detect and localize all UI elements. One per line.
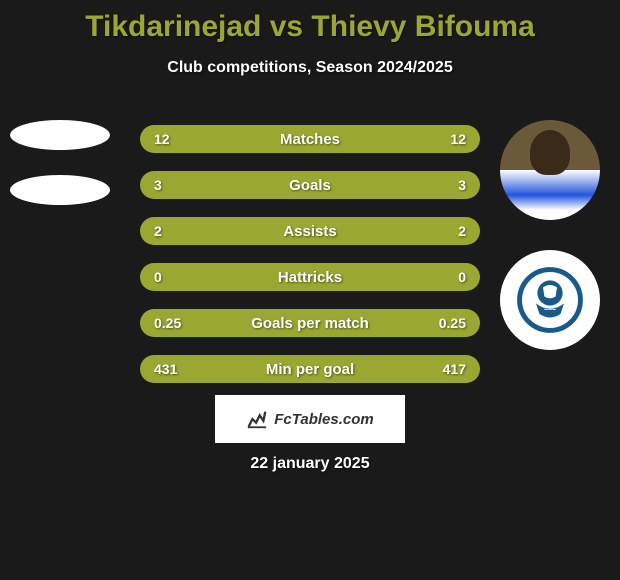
stat-right-value: 3 bbox=[458, 177, 466, 193]
stat-right-value: 0 bbox=[458, 269, 466, 285]
stat-label: Assists bbox=[283, 223, 336, 240]
stat-label: Matches bbox=[280, 131, 340, 148]
stat-left-value: 0 bbox=[154, 269, 162, 285]
player2-avatar bbox=[500, 120, 600, 220]
stat-row: 2 Assists 2 bbox=[140, 217, 480, 245]
stats-table: 12 Matches 12 3 Goals 3 2 Assists 2 0 Ha… bbox=[140, 125, 480, 401]
stat-right-value: 0.25 bbox=[439, 315, 466, 331]
stat-row: 12 Matches 12 bbox=[140, 125, 480, 153]
stat-label: Goals per match bbox=[251, 315, 369, 332]
stat-row: 0 Hattricks 0 bbox=[140, 263, 480, 291]
subtitle: Club competitions, Season 2024/2025 bbox=[0, 59, 620, 77]
svg-text:~~~: ~~~ bbox=[544, 307, 556, 314]
date-label: 22 january 2025 bbox=[250, 455, 369, 473]
stat-right-value: 417 bbox=[443, 361, 466, 377]
stat-right-value: 2 bbox=[458, 223, 466, 239]
stat-row: 3 Goals 3 bbox=[140, 171, 480, 199]
source-label: FcTables.com bbox=[274, 411, 373, 428]
player1-avatar-placeholder bbox=[10, 120, 110, 150]
stat-left-value: 2 bbox=[154, 223, 162, 239]
stat-left-value: 12 bbox=[154, 131, 170, 147]
right-avatars: ~~~ bbox=[500, 120, 600, 380]
stat-row: 431 Min per goal 417 bbox=[140, 355, 480, 383]
stat-row: 0.25 Goals per match 0.25 bbox=[140, 309, 480, 337]
stat-label: Min per goal bbox=[266, 361, 354, 378]
club2-logo: ~~~ bbox=[500, 250, 600, 350]
chart-icon bbox=[246, 408, 268, 430]
stat-right-value: 12 bbox=[450, 131, 466, 147]
stat-label: Goals bbox=[289, 177, 331, 194]
source-link[interactable]: FcTables.com bbox=[215, 395, 405, 443]
club1-logo-placeholder bbox=[10, 175, 110, 205]
stat-left-value: 431 bbox=[154, 361, 177, 377]
stat-left-value: 0.25 bbox=[154, 315, 181, 331]
page-title: Tikdarinejad vs Thievy Bifouma bbox=[0, 0, 620, 44]
stat-label: Hattricks bbox=[278, 269, 342, 286]
stat-left-value: 3 bbox=[154, 177, 162, 193]
left-avatars bbox=[10, 120, 110, 230]
